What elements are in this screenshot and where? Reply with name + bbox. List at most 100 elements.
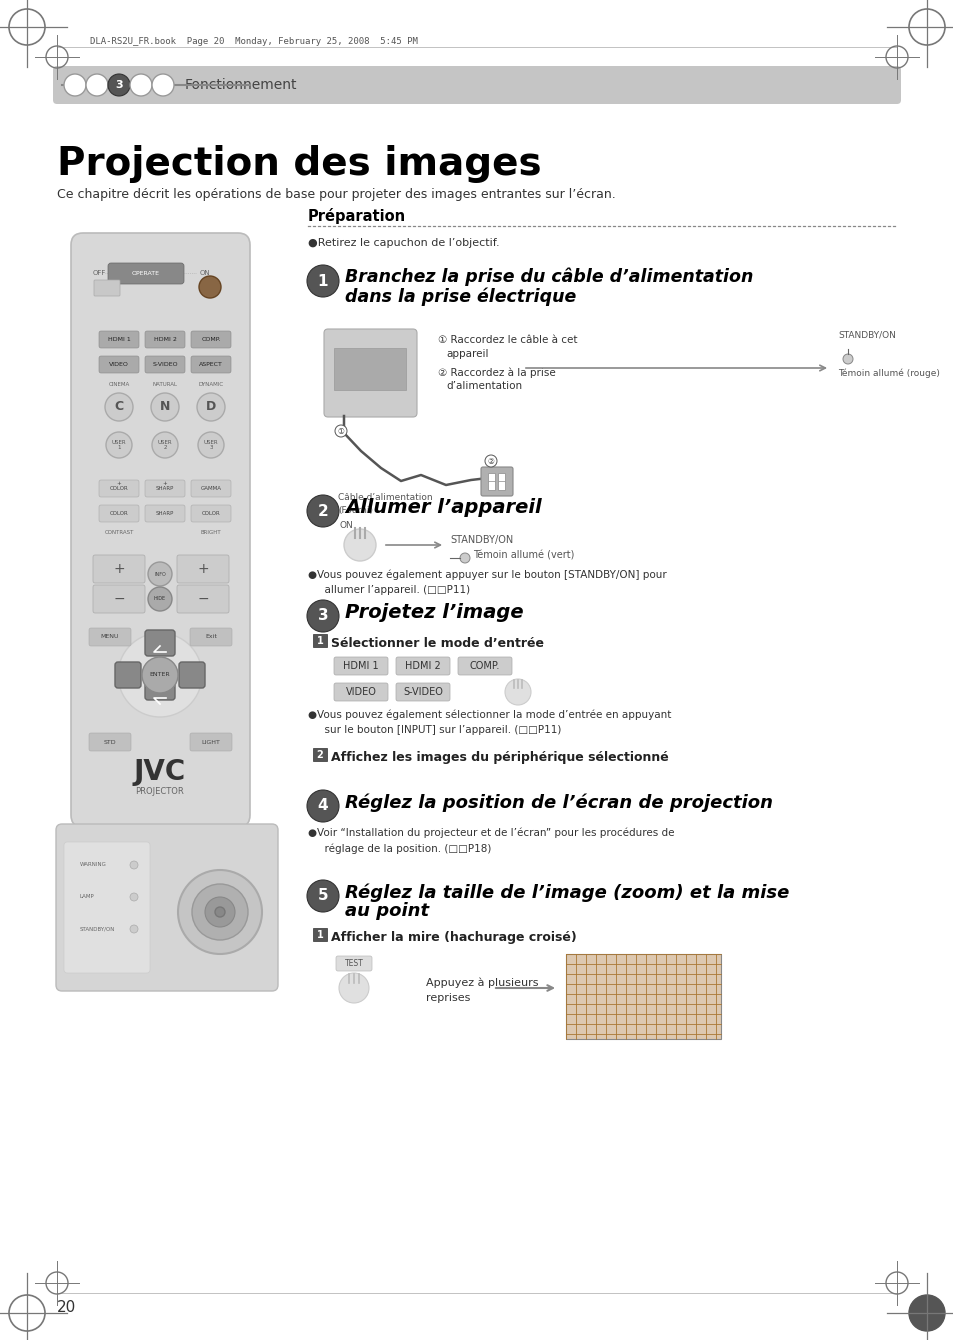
Text: Fonctionnement: Fonctionnement [185,78,297,92]
Circle shape [214,907,225,917]
Text: dans la prise électrique: dans la prise électrique [345,287,576,306]
Circle shape [338,973,369,1004]
FancyBboxPatch shape [145,505,185,523]
Text: LIGHT: LIGHT [201,740,220,745]
Text: ON: ON [200,269,211,276]
Text: NATURAL: NATURAL [152,382,177,387]
FancyBboxPatch shape [334,348,406,390]
Circle shape [307,600,338,632]
Text: N: N [160,401,170,414]
FancyBboxPatch shape [64,842,150,973]
Circle shape [307,265,338,297]
Circle shape [205,896,234,927]
FancyBboxPatch shape [191,331,231,348]
Circle shape [307,494,338,527]
FancyBboxPatch shape [92,555,145,583]
Circle shape [64,74,86,96]
Text: sur le bouton [INPUT] sur l’appareil. (□□P11): sur le bouton [INPUT] sur l’appareil. (□… [317,725,560,736]
Text: Sélectionner le mode d’entrée: Sélectionner le mode d’entrée [331,636,543,650]
FancyBboxPatch shape [498,481,505,490]
Circle shape [484,456,497,468]
FancyBboxPatch shape [94,280,120,296]
Text: STD: STD [104,740,116,745]
Text: 2: 2 [316,749,323,760]
FancyBboxPatch shape [191,505,231,523]
Text: appareil: appareil [446,348,488,359]
Text: Appuyez à plusieurs: Appuyez à plusieurs [426,978,537,989]
Text: C: C [114,401,124,414]
Circle shape [192,884,248,939]
Circle shape [130,862,138,870]
FancyBboxPatch shape [145,356,185,373]
Text: Exit: Exit [205,635,216,639]
Text: −: − [197,592,209,606]
FancyBboxPatch shape [56,824,277,992]
Text: OPERATE: OPERATE [132,271,160,276]
Text: Afficher la mire (hachurage croisé): Afficher la mire (hachurage croisé) [331,931,577,943]
Circle shape [152,431,178,458]
Circle shape [148,587,172,611]
Text: PROJECTOR: PROJECTOR [135,788,184,796]
Text: COLOR: COLOR [201,511,220,516]
Circle shape [118,632,202,717]
FancyBboxPatch shape [498,473,505,482]
Text: 20: 20 [57,1301,76,1316]
Text: ② Raccordez à la prise: ② Raccordez à la prise [437,367,556,378]
Text: 2: 2 [317,504,328,519]
Circle shape [106,431,132,458]
Text: COMP.: COMP. [201,336,220,342]
Text: VIDEO: VIDEO [345,687,376,697]
Text: USER
2: USER 2 [157,440,172,450]
FancyBboxPatch shape [53,66,900,105]
Text: WARNING: WARNING [80,863,107,867]
Text: 5: 5 [317,888,328,903]
Text: ON: ON [339,521,354,531]
FancyBboxPatch shape [145,331,185,348]
Text: INFO: INFO [154,571,166,576]
Text: Branchez la prise du câble d’alimentation: Branchez la prise du câble d’alimentatio… [345,268,753,287]
Text: ①: ① [337,426,344,436]
Text: HDMI 2: HDMI 2 [153,336,176,342]
Circle shape [842,354,852,364]
Text: STANDBY/ON: STANDBY/ON [837,331,895,340]
Circle shape [307,880,338,913]
Circle shape [130,892,138,900]
Circle shape [130,925,138,933]
Text: ENTER: ENTER [150,673,171,678]
FancyBboxPatch shape [99,356,139,373]
Text: +: + [113,561,125,576]
FancyBboxPatch shape [395,683,450,701]
Text: Réglez la taille de l’image (zoom) et la mise: Réglez la taille de l’image (zoom) et la… [345,883,788,902]
Text: 1: 1 [317,273,328,288]
FancyBboxPatch shape [177,555,229,583]
FancyBboxPatch shape [115,662,141,687]
Text: ① Raccordez le câble à cet: ① Raccordez le câble à cet [437,335,577,344]
Text: +: + [116,481,121,486]
FancyBboxPatch shape [179,662,205,687]
Circle shape [307,791,338,821]
Text: USER
1: USER 1 [112,440,126,450]
Text: HDMI 1: HDMI 1 [343,661,378,671]
Text: 4: 4 [317,799,328,813]
Circle shape [459,553,470,563]
Text: ●Vous pouvez également appuyer sur le bouton [STANDBY/ON] pour: ●Vous pouvez également appuyer sur le bo… [308,570,666,580]
Text: HIDE: HIDE [153,596,166,602]
Circle shape [504,679,531,705]
Text: HDMI 1: HDMI 1 [108,336,131,342]
Text: D: D [206,401,216,414]
Text: Témoin allumé (vert): Témoin allumé (vert) [473,551,574,561]
FancyBboxPatch shape [334,683,388,701]
FancyBboxPatch shape [190,733,232,750]
Text: LAMP: LAMP [80,895,94,899]
Circle shape [196,393,225,421]
Text: COLOR: COLOR [110,511,129,516]
Text: +: + [162,481,167,486]
Text: 3: 3 [317,608,328,623]
Text: Câble d’alimentation: Câble d’alimentation [337,493,432,502]
Text: (Fourni): (Fourni) [337,507,373,515]
Circle shape [86,74,108,96]
Circle shape [108,74,130,96]
FancyBboxPatch shape [71,233,250,827]
Text: GAMMA: GAMMA [200,486,221,490]
Text: reprises: reprises [426,993,470,1004]
